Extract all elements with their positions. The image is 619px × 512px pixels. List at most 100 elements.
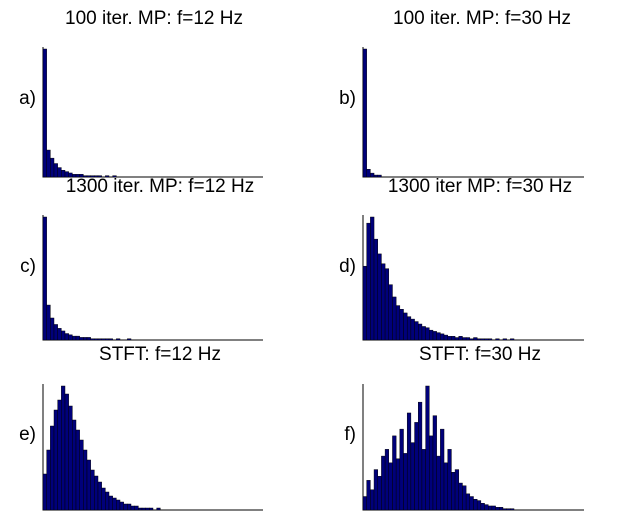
panel-f-label: f) — [344, 424, 356, 445]
panel-f-bar — [418, 401, 423, 511]
panel-e-bar — [138, 507, 143, 511]
panel-c-bar — [116, 338, 121, 341]
panel-c-bar — [127, 338, 132, 341]
panel-d-bar — [443, 334, 448, 341]
panel-c-bar — [42, 216, 47, 341]
panel-f-bar — [443, 462, 448, 511]
panel-f-bar — [377, 476, 382, 511]
panel-b-axes — [362, 47, 584, 178]
panel-f-bar — [462, 485, 467, 511]
panel-d-bar — [502, 338, 507, 341]
panel-f-bar — [362, 496, 367, 511]
panel-f-bar — [476, 500, 482, 511]
panel-d-bar — [432, 331, 437, 341]
panel-d-bar — [425, 327, 430, 341]
panel-d-bar — [436, 332, 441, 341]
panel-f-bar — [451, 472, 456, 511]
panel-f-bar — [429, 435, 434, 511]
panel-d-bar — [476, 338, 482, 341]
panel-a-axes — [42, 47, 263, 178]
panel-d-label: d) — [339, 256, 356, 277]
panel-a-bar — [46, 149, 51, 178]
panel-c-bar — [68, 334, 73, 341]
panel-f-bar — [370, 489, 375, 511]
panel-f-bar — [491, 505, 496, 511]
panel-e-bar — [127, 503, 132, 511]
panel-e-title: STFT: f=12 Hz — [99, 344, 221, 365]
panel-a-bar — [61, 170, 66, 178]
panel-e-label: e) — [19, 424, 36, 445]
panel-c-bar — [75, 335, 80, 341]
panel-e-bar — [50, 425, 55, 511]
panel-a-bar — [42, 48, 47, 178]
panel-d-bar — [362, 265, 367, 341]
panel-d-bar — [395, 305, 401, 341]
panel-f-bar — [410, 442, 415, 511]
panel-f-bar — [388, 462, 393, 511]
panel-f-bar — [440, 428, 445, 511]
panel-f-bar — [510, 508, 515, 511]
panel-f-bar — [473, 498, 478, 511]
panel-f-bar — [392, 435, 397, 511]
panel-d-bar — [465, 337, 471, 341]
panel-f-bar — [425, 385, 430, 511]
panel-f-bar — [502, 508, 507, 511]
panel-e-bar — [53, 409, 58, 511]
panel-d-bar — [414, 321, 419, 341]
panel-e-bar — [61, 385, 66, 511]
panel-d-bar — [440, 333, 445, 341]
panel-e-bar — [46, 449, 51, 511]
panel-d-bar — [381, 263, 386, 341]
panel-f-bar — [458, 482, 463, 511]
panel-a-bar — [112, 175, 117, 178]
panel-f-bar — [432, 415, 437, 511]
panel-e-bar — [112, 497, 117, 511]
panel-d-title: 1300 iter MP: f=30 Hz — [388, 176, 572, 197]
panel-c-bar — [108, 338, 113, 341]
panel-b-label: b) — [339, 88, 356, 109]
panel-d-bar — [421, 326, 426, 341]
panel-e-bar — [119, 501, 124, 511]
panel-d-bar — [510, 338, 515, 341]
panel-d-bar — [480, 338, 485, 341]
panel-e-bar — [72, 419, 77, 511]
panel-f-bar — [384, 449, 390, 511]
panel-a-bar — [53, 163, 58, 178]
panel-b-bar — [362, 48, 367, 178]
panel-d-bar — [429, 329, 434, 341]
panel-a-bars — [42, 48, 117, 178]
panel-d-bars — [362, 216, 515, 341]
panel-f-bar — [399, 428, 404, 511]
panel-f-bar — [373, 469, 378, 511]
panel-c-label: c) — [20, 256, 36, 277]
panel-e-bar — [108, 495, 113, 511]
panel-f-bar — [447, 449, 452, 511]
panel-f-bar — [454, 469, 459, 511]
panel-d-bar — [373, 238, 378, 341]
panel-a-bar — [50, 157, 55, 178]
panel-c-bar — [83, 337, 88, 341]
panel-f-bar — [406, 412, 412, 511]
panel-a-bar — [97, 175, 102, 178]
panel-c-bar — [79, 337, 84, 341]
panel-a: 100 iter. MP: f=12 Hz a) — [19, 8, 263, 178]
panel-a-title: 100 iter. MP: f=12 Hz — [65, 8, 243, 29]
panel-a-bar — [57, 167, 62, 178]
panel-c-bar — [72, 335, 77, 341]
panel-e-bar — [105, 491, 110, 511]
panel-c-bar — [64, 333, 69, 341]
panel-e-bar — [42, 473, 47, 511]
panel-f-bar — [495, 507, 500, 511]
panel-c-bar — [94, 338, 99, 341]
panel-c-bar — [97, 338, 102, 341]
panel-d-bar — [495, 338, 500, 341]
panel-e-bar — [130, 505, 135, 511]
panel-e-bar — [123, 503, 128, 511]
panel-d-bar — [484, 338, 489, 341]
panel-e-bar — [145, 507, 150, 511]
panel-d-bar — [388, 284, 393, 341]
panel-f-bar — [488, 505, 493, 511]
panel-d-bar — [454, 337, 459, 341]
panel-e-bar — [101, 487, 106, 511]
panel-f-bar — [506, 508, 511, 511]
